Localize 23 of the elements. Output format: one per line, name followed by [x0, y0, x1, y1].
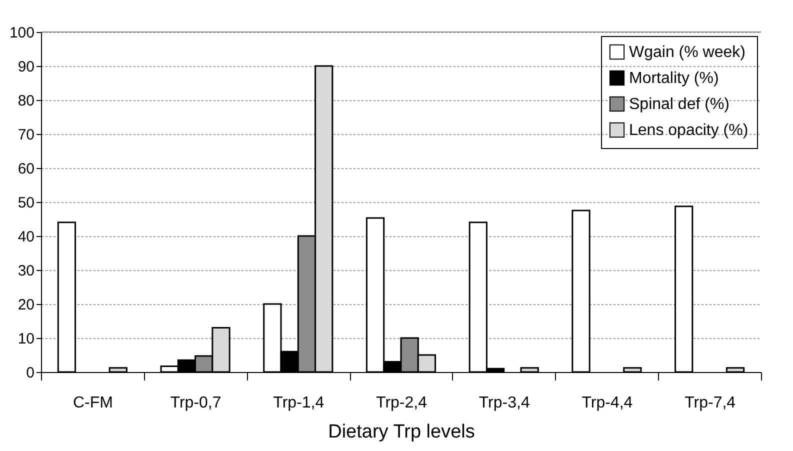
legend-label: Mortality (%)	[629, 70, 719, 87]
y-tick-label: 50	[18, 194, 34, 212]
y-tick-label: 30	[18, 262, 34, 280]
x-tick-label: C-FM	[72, 394, 113, 412]
legend-label: Lens opacity (%)	[629, 122, 748, 139]
x-tick-label: Trp-7,4	[684, 394, 736, 412]
legend-label: Wgain (% week)	[629, 44, 746, 61]
y-tick-label: 20	[18, 296, 34, 314]
x-axis-title: Dietary Trp levels	[328, 422, 475, 442]
x-tick-label: Trp-0,7	[170, 394, 222, 412]
y-tick-label: 90	[18, 58, 34, 76]
x-tick-label: Trp-1,4	[273, 394, 324, 412]
y-tick-label: 60	[18, 160, 34, 178]
y-tick-label: 10	[18, 330, 34, 348]
x-tick-label: Trp-2,4	[376, 394, 428, 412]
x-tick-label: Trp-4,4	[582, 394, 633, 412]
y-tick-label: 70	[18, 126, 34, 144]
y-tick-label: 80	[18, 92, 34, 110]
y-tick-label: 0	[26, 364, 34, 382]
y-tick-label: 100	[9, 24, 34, 42]
legend-label: Spinal def (%)	[629, 96, 730, 113]
x-tick-label: Trp-3,4	[478, 394, 530, 412]
y-tick-label: 40	[18, 228, 34, 246]
